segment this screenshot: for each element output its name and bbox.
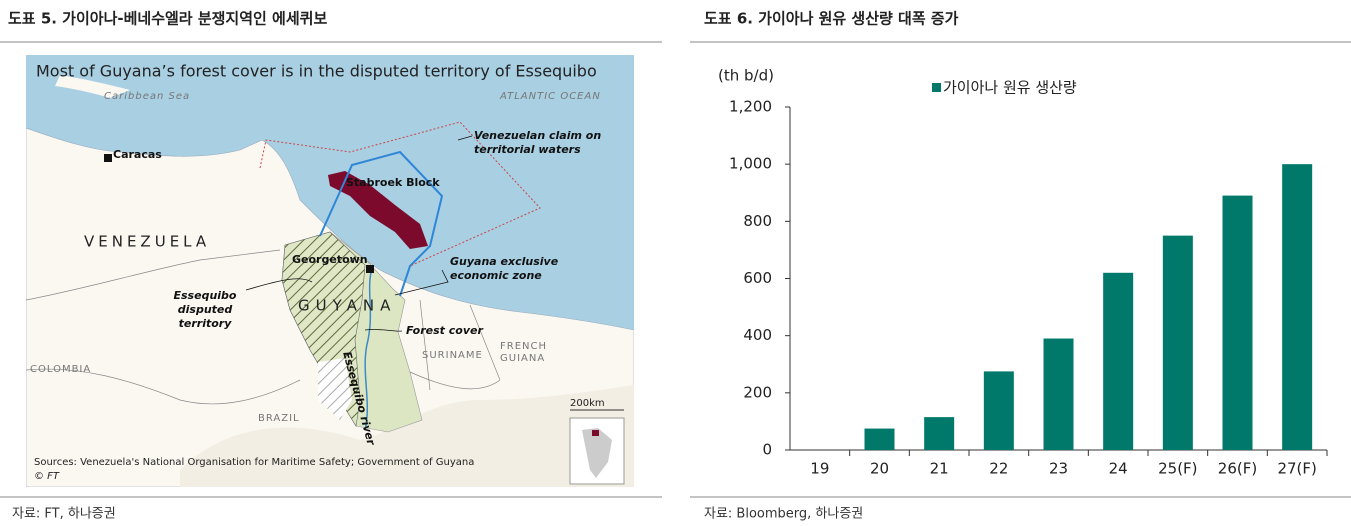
map-label: COLOMBIA — [30, 364, 91, 375]
figure-title: 도표 6. 가이아나 원유 생산량 대폭 증가 — [704, 10, 959, 28]
x-tick-label: 20 — [870, 460, 889, 478]
map-label: Forest cover — [406, 324, 483, 337]
map-label: Stabroek Block — [346, 176, 440, 189]
x-tick-label: 23 — [1049, 460, 1068, 478]
y-tick-label: 1,000 — [729, 155, 772, 173]
map-label: Georgetown — [292, 253, 368, 266]
map-label: territory — [179, 317, 233, 330]
map-label: Caribbean Sea — [104, 91, 190, 102]
map-label: territorial waters — [474, 143, 581, 156]
bar — [1222, 195, 1253, 450]
figure-title: 도표 5. 가이아나-베네수엘라 분쟁지역인 에세퀴보 — [8, 10, 327, 28]
map-label: BRAZIL — [258, 413, 300, 424]
bar — [983, 371, 1014, 450]
y-tick-label: 200 — [743, 383, 772, 401]
map-label: VENEZUELA — [84, 233, 210, 251]
map-credit: © FT — [34, 471, 60, 482]
map: Most of Guyana’s forest cover is in the … — [26, 55, 634, 487]
y-tick-label: 400 — [743, 326, 772, 344]
map-label: 200km — [570, 398, 605, 409]
bar — [1043, 338, 1074, 450]
map-title: Most of Guyana’s forest cover is in the … — [36, 62, 597, 81]
bar — [864, 428, 895, 450]
bar — [1282, 164, 1313, 450]
legend-label: 가이아나 원유 생산량 — [943, 79, 1077, 97]
x-tick-label: 21 — [930, 460, 949, 478]
y-tick-label: 800 — [743, 212, 772, 230]
map-label: Guyana exclusive — [450, 255, 559, 268]
legend-swatch — [932, 83, 941, 92]
x-tick-label: 24 — [1109, 460, 1128, 478]
map-label: FRENCH — [500, 341, 547, 352]
x-tick-label: 19 — [810, 460, 829, 478]
map-label: economic zone — [450, 269, 542, 282]
map-label: GUIANA — [500, 353, 545, 364]
map-label: Essequibo — [174, 289, 237, 302]
bar — [1162, 235, 1193, 450]
bar — [1103, 272, 1134, 450]
map-label: Venezuelan claim on — [474, 129, 601, 142]
y-tick-label: 1,200 — [729, 98, 772, 116]
x-tick-label: 26(F) — [1218, 460, 1257, 478]
map-label: Caracas — [113, 148, 162, 161]
x-tick-label: 27(F) — [1277, 460, 1316, 478]
source: 자료: FT, 하나증권 — [12, 507, 116, 522]
source: 자료: Bloomberg, 하나증권 — [704, 507, 863, 522]
y-axis-label: (th b/d) — [718, 67, 774, 85]
map-label: disputed — [178, 303, 233, 316]
x-tick-label: 25(F) — [1158, 460, 1197, 478]
map-label: ATLANTIC OCEAN — [499, 91, 601, 102]
map-source: Sources: Venezuela's National Organisati… — [34, 457, 474, 468]
map-label: SURINAME — [422, 350, 483, 361]
x-tick-label: 22 — [989, 460, 1008, 478]
y-tick-label: 0 — [762, 441, 772, 459]
bar — [924, 417, 955, 450]
y-tick-label: 600 — [743, 269, 772, 287]
map-label: GUYANA — [298, 297, 396, 315]
